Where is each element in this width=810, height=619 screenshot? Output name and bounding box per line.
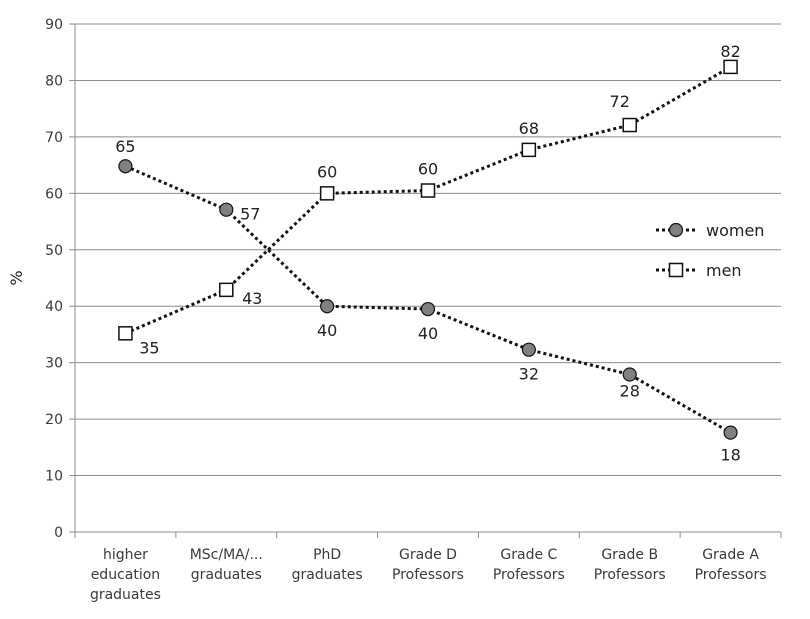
- data-label-men: 72: [610, 92, 630, 111]
- legend: women men: [656, 221, 764, 280]
- legend-marker-women: [668, 222, 684, 238]
- data-label-men: 82: [720, 42, 740, 61]
- x-tick-label-line: Grade B: [601, 547, 658, 563]
- x-tick-label-line: graduates: [292, 567, 363, 583]
- y-axis-ticks: 0 10 20 30 40 50 60 70 80 90: [45, 17, 63, 541]
- data-label-women: 32: [519, 365, 539, 384]
- point-women: [420, 301, 436, 317]
- data-label-women: 18: [720, 446, 740, 465]
- data-label-women: 40: [317, 321, 337, 340]
- point-men: [521, 142, 537, 158]
- x-tick-label-line: Professors: [392, 567, 464, 583]
- data-label-men: 68: [519, 119, 539, 138]
- x-tick-label: Grade B Professors: [594, 547, 666, 583]
- point-women: [118, 159, 133, 174]
- x-tick-label-line: education: [91, 567, 160, 583]
- data-label-women: 28: [620, 382, 640, 401]
- y-tick-label: 20: [45, 412, 63, 428]
- data-label-women: 57: [240, 205, 260, 224]
- x-tick-label-line: graduates: [191, 567, 262, 583]
- x-tick-label: Grade D Professors: [392, 547, 464, 583]
- data-label-men: 60: [418, 160, 438, 179]
- point-women: [723, 425, 738, 440]
- point-women: [219, 202, 234, 217]
- point-men: [219, 282, 234, 298]
- legend-label-women: women: [706, 221, 764, 240]
- series-group: 65 57 40 40 32 28 18 35 43 60 60 68 72 82: [115, 42, 741, 465]
- x-tick-label-line: Professors: [695, 567, 767, 583]
- data-label-men: 43: [242, 289, 262, 308]
- x-tick-label: MSc/MA/... graduates: [190, 547, 263, 583]
- y-tick-label: 40: [45, 299, 63, 315]
- y-tick-label: 90: [45, 17, 63, 33]
- y-tick-label: 10: [45, 469, 63, 485]
- x-tick-label-line: PhD: [313, 547, 341, 563]
- legend-marker-men: [668, 262, 684, 278]
- x-tick-label: higher education graduates: [90, 547, 161, 603]
- point-men: [723, 59, 738, 75]
- x-tick-label-line: Grade D: [399, 547, 457, 563]
- data-label-men: 35: [139, 338, 159, 357]
- point-women: [521, 342, 536, 357]
- y-tick-label: 30: [45, 356, 63, 372]
- x-tick-label-line: Professors: [493, 567, 565, 583]
- point-men: [319, 186, 335, 201]
- y-tick-label: 60: [45, 186, 63, 202]
- x-tick-label: Grade A Professors: [695, 547, 767, 583]
- point-men: [420, 183, 436, 198]
- point-women: [320, 299, 335, 314]
- x-tick-label-line: higher: [103, 547, 148, 563]
- y-tick-label: 0: [54, 525, 63, 541]
- point-men: [622, 117, 637, 133]
- y-axis-label: %: [7, 270, 26, 285]
- data-label-women: 40: [418, 324, 438, 343]
- data-label-women: 65: [115, 137, 135, 156]
- point-women: [622, 367, 637, 382]
- x-tick-label: Grade C Professors: [493, 547, 565, 583]
- x-tick-label: PhD graduates: [292, 547, 363, 583]
- point-men: [118, 326, 133, 341]
- legend-label-men: men: [706, 261, 742, 280]
- data-label-men: 60: [317, 162, 337, 181]
- y-tick-label: 70: [45, 130, 63, 146]
- series-line-men: [124, 65, 732, 335]
- x-tick-label-line: graduates: [90, 587, 161, 603]
- y-tick-label: 50: [45, 243, 63, 259]
- x-axis-ticks: higher education graduates MSc/MA/... gradua…: [90, 547, 767, 603]
- x-tick-label-line: Professors: [594, 567, 666, 583]
- y-tick-label: 80: [45, 73, 63, 89]
- x-tick-label-line: Grade A: [702, 547, 759, 563]
- x-tick-label-line: Grade C: [500, 547, 557, 563]
- x-tick-label-line: MSc/MA/...: [190, 547, 263, 563]
